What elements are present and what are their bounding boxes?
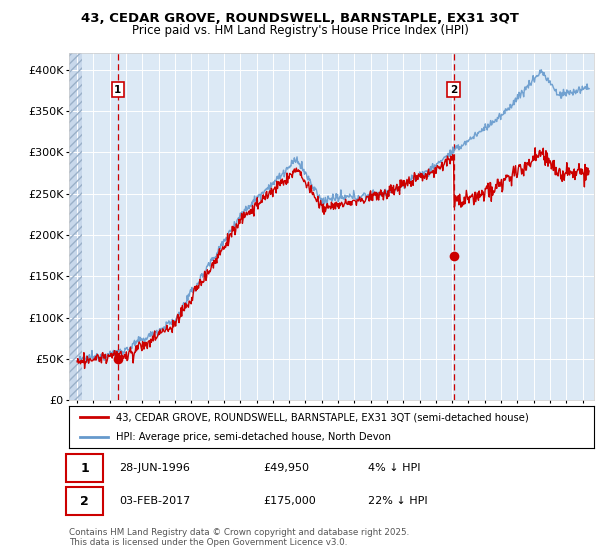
Text: 43, CEDAR GROVE, ROUNDSWELL, BARNSTAPLE, EX31 3QT (semi-detached house): 43, CEDAR GROVE, ROUNDSWELL, BARNSTAPLE,… [116, 412, 529, 422]
Text: £175,000: £175,000 [263, 496, 316, 506]
FancyBboxPatch shape [67, 454, 103, 482]
Bar [69, 53, 82, 400]
Text: 2: 2 [80, 494, 89, 508]
Text: 22% ↓ HPI: 22% ↓ HPI [368, 496, 428, 506]
FancyBboxPatch shape [67, 487, 103, 515]
Text: 2: 2 [450, 85, 457, 95]
Text: Price paid vs. HM Land Registry's House Price Index (HPI): Price paid vs. HM Land Registry's House … [131, 24, 469, 36]
Text: 43, CEDAR GROVE, ROUNDSWELL, BARNSTAPLE, EX31 3QT: 43, CEDAR GROVE, ROUNDSWELL, BARNSTAPLE,… [81, 12, 519, 25]
Text: £49,950: £49,950 [263, 463, 309, 473]
Text: 4% ↓ HPI: 4% ↓ HPI [368, 463, 421, 473]
Text: Contains HM Land Registry data © Crown copyright and database right 2025.
This d: Contains HM Land Registry data © Crown c… [69, 528, 409, 547]
Text: 1: 1 [114, 85, 121, 95]
Text: 03-FEB-2017: 03-FEB-2017 [119, 496, 190, 506]
Text: 1: 1 [80, 462, 89, 475]
Bar [69, 53, 82, 400]
Text: 28-JUN-1996: 28-JUN-1996 [119, 463, 190, 473]
Text: HPI: Average price, semi-detached house, North Devon: HPI: Average price, semi-detached house,… [116, 432, 391, 442]
